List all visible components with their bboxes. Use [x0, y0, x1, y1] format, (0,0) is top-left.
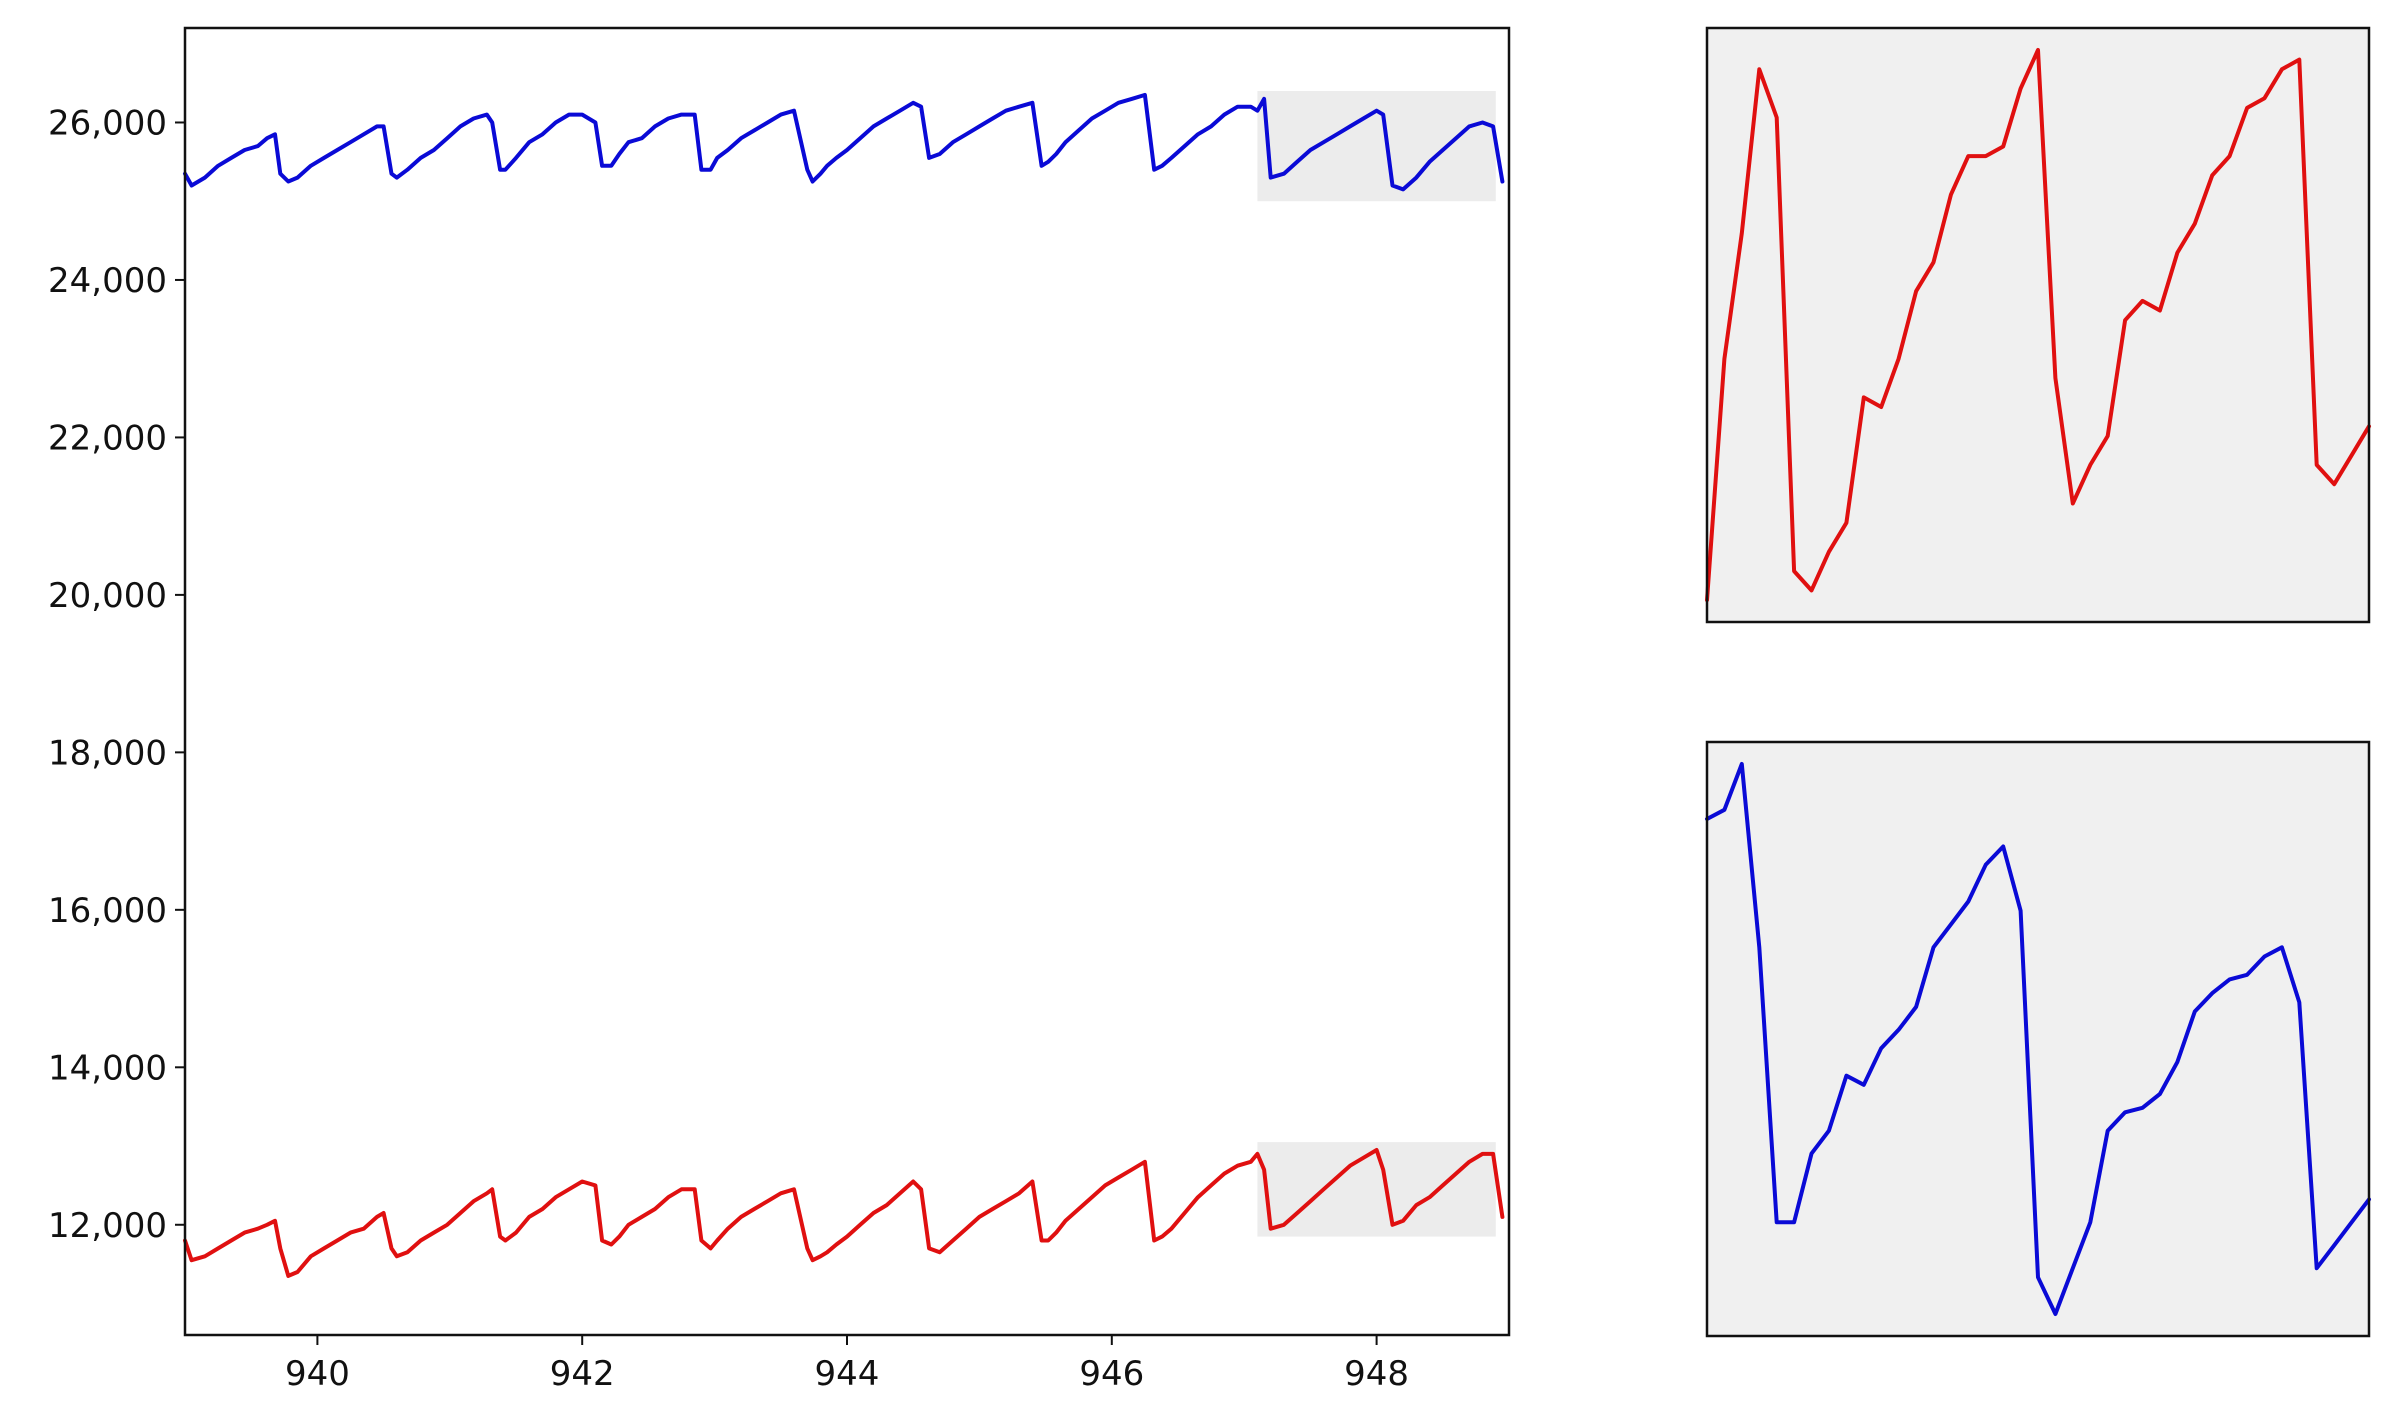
y-tick-label: 26,000	[48, 103, 167, 143]
y-tick-label: 24,000	[48, 261, 167, 301]
main-chart: 12,000 14,000 16,000 18,000 20,000 22,000 24,0…	[48, 26, 1511, 1394]
inset-red-frame	[1705, 26, 2371, 624]
highlight-region-red	[1257, 1142, 1496, 1237]
inset-blue-series-group	[1705, 762, 2371, 1316]
x-axis: 940 942 944 946 948	[285, 1335, 1409, 1394]
series-line-red	[183, 1148, 1505, 1278]
inset-red-series-group	[1705, 48, 2371, 602]
x-tick-label: 942	[550, 1354, 615, 1394]
x-tick-label: 946	[1079, 1354, 1144, 1394]
y-tick-label: 18,000	[48, 733, 167, 773]
main-plot-frame	[183, 26, 1511, 1337]
x-tick-label: 948	[1344, 1354, 1409, 1394]
highlight-region-blue	[1257, 90, 1496, 202]
y-tick-label: 20,000	[48, 576, 167, 616]
inset-series-line-blue	[1705, 762, 2371, 1316]
inset-red-background	[1707, 28, 2369, 622]
x-tick-label: 940	[285, 1354, 350, 1394]
highlight-regions	[1257, 90, 1496, 1237]
inset-series-line-red	[1705, 48, 2371, 602]
inset-chart-red	[1705, 26, 2371, 624]
y-tick-label: 22,000	[48, 418, 167, 458]
series-line-blue	[183, 92, 1505, 192]
inset-blue-frame	[1705, 740, 2371, 1338]
inset-chart-blue	[1705, 740, 2371, 1338]
y-axis: 12,000 14,000 16,000 18,000 20,000 22,000 24,0…	[48, 103, 185, 1246]
y-tick-label: 16,000	[48, 891, 167, 931]
y-tick-label: 12,000	[48, 1206, 167, 1246]
y-tick-label: 14,000	[48, 1048, 167, 1088]
x-tick-label: 944	[815, 1354, 880, 1394]
main-series-group	[183, 92, 1505, 1278]
